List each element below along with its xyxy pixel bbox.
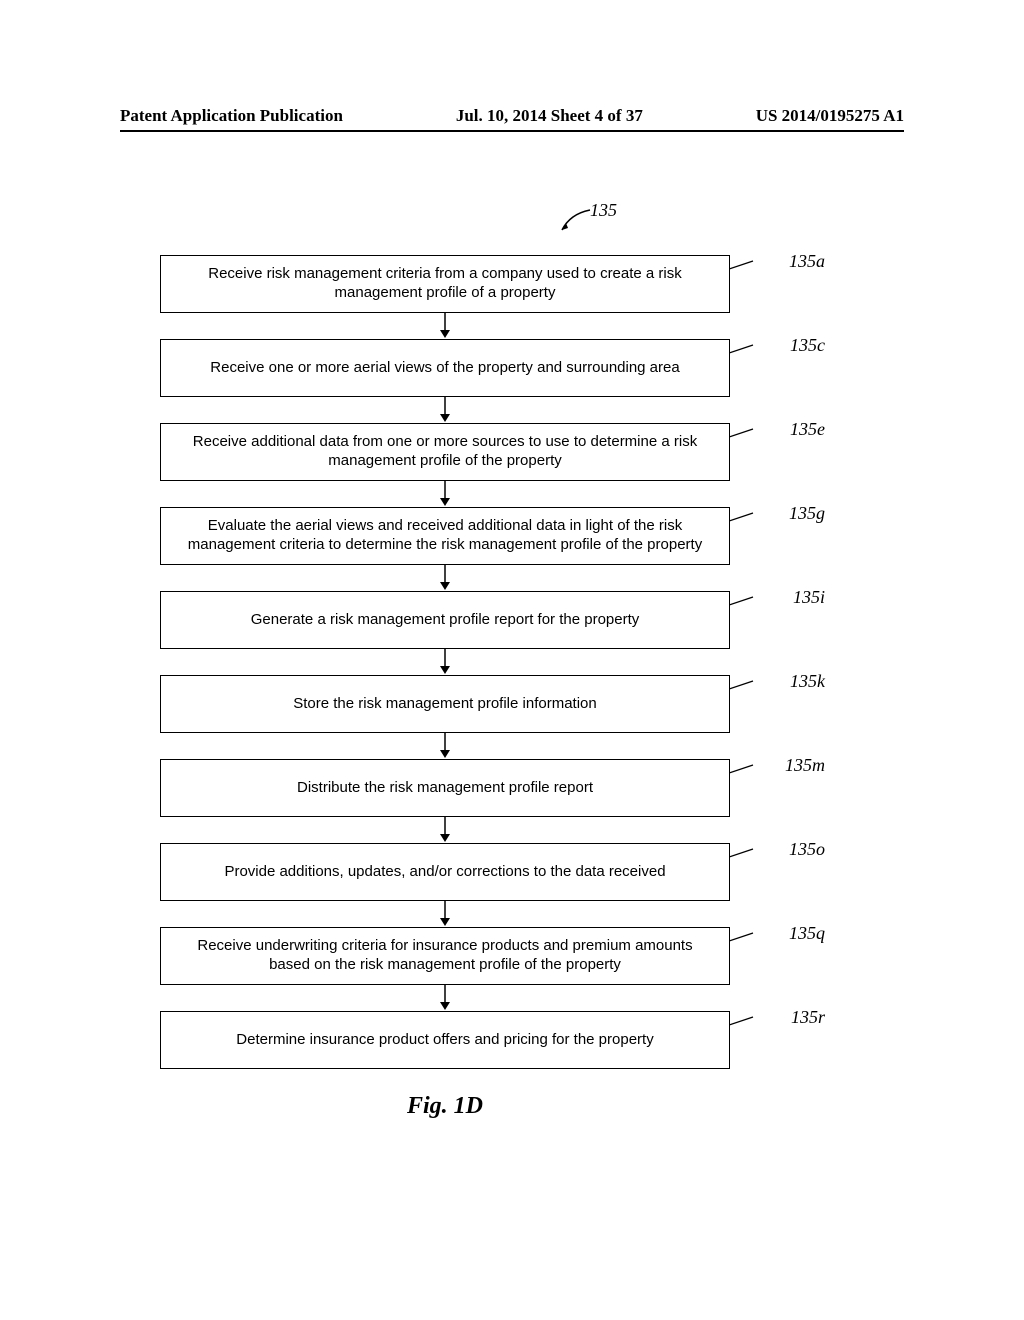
flow-arrow — [160, 733, 730, 759]
flow-ref: 135g — [789, 503, 825, 524]
arrow-down-icon — [438, 817, 452, 843]
flow-arrow — [160, 397, 730, 423]
flow-step: Receive additional data from one or more… — [160, 423, 730, 481]
flow-step: Generate a risk management profile repor… — [160, 591, 730, 649]
flow-step: Distribute the risk management profile r… — [160, 759, 730, 817]
flow-arrow — [160, 901, 730, 927]
leader-line-icon — [729, 763, 755, 777]
flow-ref: 135q — [789, 923, 825, 944]
flowchart-column: Receive risk management criteria from a … — [160, 255, 730, 1120]
leader-line-icon — [729, 595, 755, 609]
flow-ref: 135e — [790, 419, 825, 440]
arrow-down-icon — [438, 481, 452, 507]
arrow-down-icon — [438, 985, 452, 1011]
flow-box: Receive risk management criteria from a … — [160, 255, 730, 313]
flow-box: Evaluate the aerial views and received a… — [160, 507, 730, 565]
leader-line-icon — [729, 427, 755, 441]
flow-text: Evaluate the aerial views and received a… — [175, 517, 715, 555]
header-center: Jul. 10, 2014 Sheet 4 of 37 — [456, 106, 643, 126]
header-right: US 2014/0195275 A1 — [756, 106, 904, 126]
flow-step: Receive underwriting criteria for insura… — [160, 927, 730, 985]
arrow-down-icon — [438, 649, 452, 675]
flow-box: Provide additions, updates, and/or corre… — [160, 843, 730, 901]
figure-overall-ref: 135 — [590, 200, 617, 221]
arrow-down-icon — [438, 397, 452, 423]
header-left: Patent Application Publication — [120, 106, 343, 126]
flow-ref: 135k — [790, 671, 825, 692]
page-header: Patent Application Publication Jul. 10, … — [120, 106, 904, 126]
flow-step: Determine insurance product offers and p… — [160, 1011, 730, 1069]
flow-box: Generate a risk management profile repor… — [160, 591, 730, 649]
flow-arrow — [160, 481, 730, 507]
leader-line-icon — [729, 931, 755, 945]
flow-arrow — [160, 565, 730, 591]
flow-arrow — [160, 313, 730, 339]
flow-ref: 135i — [793, 587, 825, 608]
flow-box: Receive underwriting criteria for insura… — [160, 927, 730, 985]
leader-line-icon — [729, 847, 755, 861]
flow-ref: 135r — [791, 1007, 825, 1028]
flow-ref: 135o — [789, 839, 825, 860]
arrow-down-icon — [438, 733, 452, 759]
flow-ref: 135c — [790, 335, 825, 356]
flow-arrow — [160, 649, 730, 675]
flow-box: Distribute the risk management profile r… — [160, 759, 730, 817]
flow-box: Store the risk management profile inform… — [160, 675, 730, 733]
flow-text: Provide additions, updates, and/or corre… — [224, 863, 665, 882]
flow-step: Receive risk management criteria from a … — [160, 255, 730, 313]
flow-text: Distribute the risk management profile r… — [297, 779, 593, 798]
leader-swoop-icon — [560, 208, 594, 232]
flow-step: Provide additions, updates, and/or corre… — [160, 843, 730, 901]
flow-box: Receive additional data from one or more… — [160, 423, 730, 481]
flow-text: Receive risk management criteria from a … — [175, 265, 715, 303]
flow-arrow — [160, 817, 730, 843]
flow-text: Determine insurance product offers and p… — [236, 1031, 653, 1050]
leader-line-icon — [729, 259, 755, 273]
leader-line-icon — [729, 679, 755, 693]
figure-title: Fig. 1D — [160, 1093, 730, 1120]
page: Patent Application Publication Jul. 10, … — [0, 0, 1024, 1320]
flow-box: Receive one or more aerial views of the … — [160, 339, 730, 397]
flow-step: Store the risk management profile inform… — [160, 675, 730, 733]
leader-line-icon — [729, 1015, 755, 1029]
flow-text: Receive one or more aerial views of the … — [210, 359, 679, 378]
arrow-down-icon — [438, 901, 452, 927]
leader-line-icon — [729, 511, 755, 525]
flow-ref: 135a — [789, 251, 825, 272]
flow-box: Determine insurance product offers and p… — [160, 1011, 730, 1069]
flow-text: Receive underwriting criteria for insura… — [175, 937, 715, 975]
flow-text: Generate a risk management profile repor… — [251, 611, 640, 630]
header-rule — [120, 130, 904, 132]
leader-line-icon — [729, 343, 755, 357]
flow-arrow — [160, 985, 730, 1011]
flow-ref: 135m — [785, 755, 825, 776]
arrow-down-icon — [438, 565, 452, 591]
flow-step: Evaluate the aerial views and received a… — [160, 507, 730, 565]
flow-step: Receive one or more aerial views of the … — [160, 339, 730, 397]
flow-text: Store the risk management profile inform… — [293, 695, 596, 714]
flow-text: Receive additional data from one or more… — [175, 433, 715, 471]
arrow-down-icon — [438, 313, 452, 339]
